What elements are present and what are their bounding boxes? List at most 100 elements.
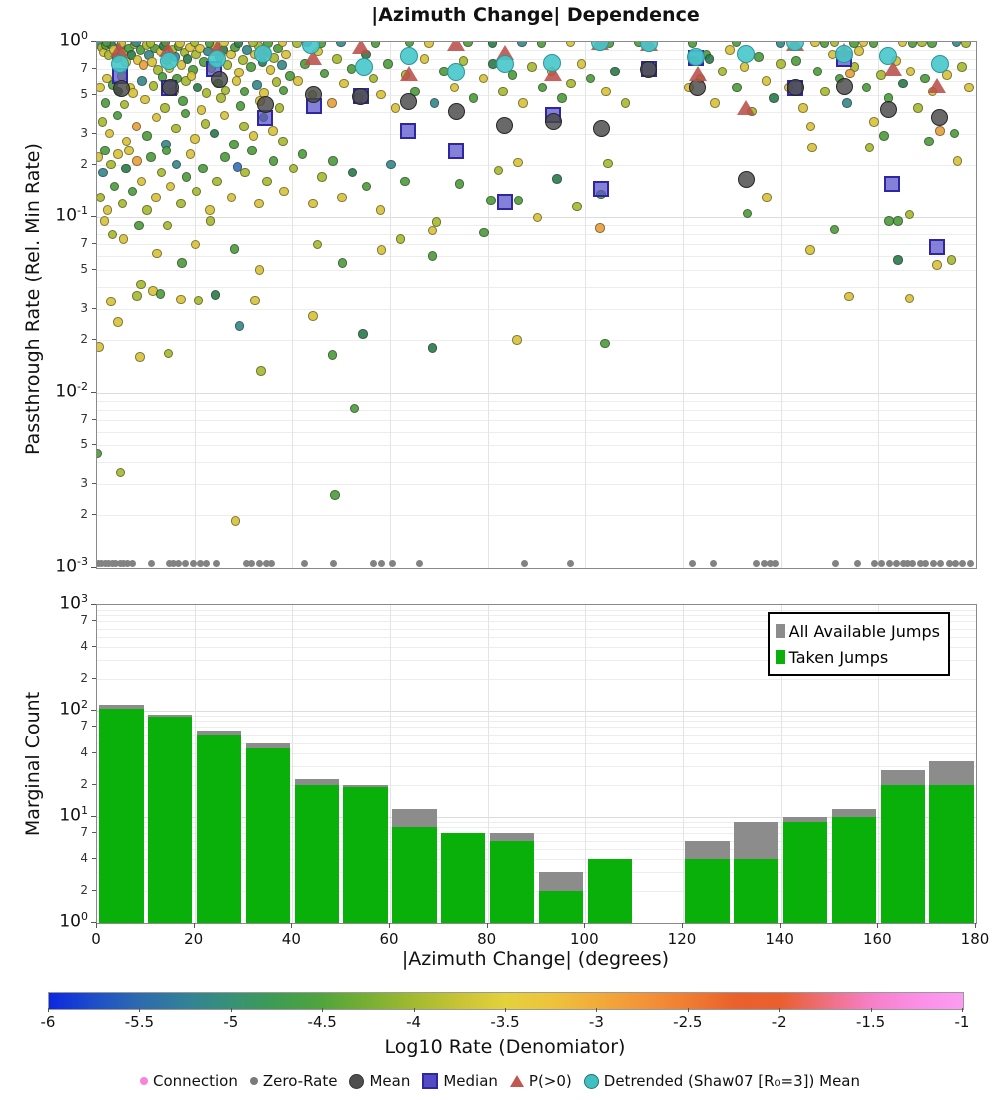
zero-rate-point: [197, 559, 205, 567]
scatter-point: [932, 260, 942, 270]
scatter-point: [140, 94, 150, 105]
minor-gridline: [97, 400, 976, 402]
minor-gridline: [97, 431, 976, 433]
scatter-point: [109, 181, 120, 192]
colorbar-tick-mark: [870, 1008, 872, 1012]
x-tick-label: 60: [379, 930, 399, 948]
colorbar-label: Log10 Rate (Denomiator): [384, 1036, 626, 1058]
y-tick-mark: [91, 816, 96, 817]
scatter-point: [136, 279, 146, 289]
legend-item-taken-jumps: Taken Jumps: [775, 644, 940, 670]
scatter-point: [601, 86, 611, 97]
scatter-point: [205, 205, 215, 215]
scatter-point: [112, 110, 123, 121]
minor-gridline: [97, 50, 976, 52]
scatter-point: [193, 295, 204, 306]
vertical-gridline: [292, 42, 294, 568]
mean-marker: [544, 112, 562, 130]
minor-gridline: [97, 742, 976, 744]
taken-jumps-bar: [148, 716, 193, 923]
scatter-point: [135, 45, 146, 55]
zero-rate-point: [166, 559, 174, 567]
scatter-point: [513, 195, 524, 206]
scatter-point: [327, 98, 337, 108]
scatter-point: [247, 145, 257, 156]
scatter-point: [119, 99, 130, 110]
y-tick-mark: [92, 444, 96, 446]
figure-legend-item: Zero-Rate: [249, 1072, 337, 1090]
scatter-point: [339, 78, 349, 89]
x-tick-mark: [193, 923, 195, 928]
minor-gridline: [97, 821, 976, 823]
scatter-point: [181, 76, 191, 86]
scatter-point: [205, 216, 216, 226]
x-tick-label: 80: [477, 930, 497, 948]
vertical-gridline: [780, 605, 782, 923]
scatter-point: [100, 145, 110, 156]
scatter-point: [424, 42, 434, 48]
vertical-gridline: [683, 42, 684, 568]
taken-jumps-bar: [782, 821, 828, 923]
y-minor-label: 2: [80, 507, 88, 522]
detrended-circle: [583, 1073, 599, 1089]
scatter-point: [196, 105, 207, 115]
minor-gridline: [97, 827, 976, 829]
all-jumps-label: All Available Jumps: [788, 621, 940, 641]
scatter-point: [687, 42, 698, 48]
scatter-point: [704, 54, 715, 64]
minor-gridline: [97, 647, 976, 649]
scatter-point: [742, 208, 753, 219]
y-tick-mark: [91, 391, 96, 393]
zero-rate-point: [566, 559, 574, 567]
minor-gridline: [97, 609, 976, 611]
y-decade-label: 101: [59, 804, 88, 826]
colorbar-tick-mark: [962, 1008, 963, 1012]
scatter-point: [620, 98, 631, 108]
minor-gridline: [97, 164, 976, 166]
scatter-point: [113, 149, 123, 159]
scatter-point: [100, 98, 110, 108]
scatter-point: [277, 60, 287, 70]
mean-marker: [112, 79, 130, 97]
scatter-point: [198, 163, 208, 174]
scatter-point: [429, 98, 440, 108]
scatter-point: [536, 42, 547, 48]
scatter-point: [961, 42, 971, 48]
y-tick-mark: [92, 890, 96, 892]
scatter-point: [142, 131, 152, 141]
scatter-point: [165, 181, 176, 192]
scatter-point: [151, 192, 161, 203]
minor-gridline: [97, 615, 976, 617]
x-tick-label: 140: [765, 930, 794, 948]
scatter-point: [527, 62, 537, 72]
histogram-panel: All Available Jumps Taken Jumps: [96, 604, 977, 924]
x-tick-mark: [779, 923, 781, 928]
x-tick-label: 100: [570, 930, 599, 948]
scatter-point: [376, 89, 386, 100]
legend-item-all-jumps: All Available Jumps: [775, 618, 940, 644]
scatter-point: [812, 66, 823, 77]
scatter-point: [791, 56, 801, 66]
detrended-marker: [879, 47, 898, 66]
zero-rate-point: [936, 559, 944, 567]
scatter-point: [427, 251, 438, 261]
scatter-point: [128, 88, 138, 98]
scatter-point: [732, 82, 742, 93]
taken-jumps-bar: [196, 734, 242, 923]
scatter-point: [370, 42, 381, 48]
mean-marker: [737, 170, 755, 188]
zero-rate-point: [111, 559, 119, 567]
taken-jumps-bar: [245, 747, 291, 923]
mean-marker: [640, 60, 658, 78]
taken-jumps-bar: [734, 859, 779, 923]
x-tick-label: 20: [184, 930, 204, 948]
scatter-point: [281, 49, 291, 60]
scatter-point: [176, 294, 186, 305]
taken-jumps-bar: [831, 817, 877, 923]
scatter-point: [308, 311, 318, 321]
scatter-point: [319, 68, 330, 79]
scatter-point: [820, 86, 830, 97]
scatter-point: [292, 42, 302, 48]
scatter-point: [151, 112, 162, 123]
